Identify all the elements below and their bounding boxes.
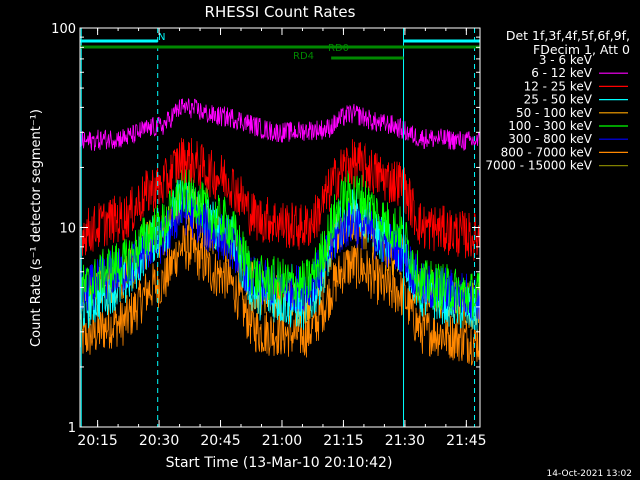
series-line-100-300keV xyxy=(79,169,481,319)
legend-label: 7000 - 15000 keV xyxy=(485,159,592,173)
x-tick-label: 20:15 xyxy=(77,433,117,449)
legend-header-1: Det 1f,3f,4f,5f,6f,9f, xyxy=(506,28,630,43)
timestamp: 14-Oct-2021 13:02 xyxy=(547,469,632,479)
chart-title: RHESSI Count Rates xyxy=(205,3,356,21)
series-line-12-25keV xyxy=(79,137,481,261)
legend-label: 12 - 25 keV xyxy=(524,79,593,93)
legend-label: 50 - 100 keV xyxy=(516,106,593,120)
y-tick-label: 100 xyxy=(51,22,76,37)
annotation-bar-N xyxy=(403,39,480,43)
legend-header-2: FDecim 1, Att 0 xyxy=(533,42,630,57)
legend-label: 3 - 6 keV xyxy=(539,53,593,67)
x-tick-label: 20:45 xyxy=(200,433,240,449)
x-tick-label: 21:45 xyxy=(446,433,486,449)
legend-label: 100 - 300 keV xyxy=(508,119,592,133)
annotation-bar-RD0 xyxy=(80,45,480,49)
y-axis-label: Count Rate (s⁻¹ detector segment⁻¹) xyxy=(29,109,44,347)
annotation-bar-RD4 xyxy=(331,56,404,60)
x-tick-label: 21:30 xyxy=(385,433,425,449)
x-tick-label: 21:00 xyxy=(262,433,302,449)
legend-label: 6 - 12 keV xyxy=(531,66,593,80)
annotation-label-N: N xyxy=(158,32,165,43)
x-tick-label: 21:15 xyxy=(323,433,363,449)
y-tick-label: 10 xyxy=(59,222,76,237)
x-axis-label: Start Time (13-Mar-10 20:10:42) xyxy=(166,455,393,471)
series-line-6-12keV xyxy=(79,98,481,152)
series-layer xyxy=(79,98,481,366)
annotation-bar-N xyxy=(80,39,158,43)
y-tick-label: 1 xyxy=(68,421,76,436)
series-line-3-6keV xyxy=(79,114,481,183)
annotation-label-RD0: RD0 xyxy=(328,43,349,54)
x-tick-label: 20:30 xyxy=(139,433,179,449)
axis-layer: 20:15 20:30 20:45 21:00 21:15 21:30 21:45 1 10 10… xyxy=(51,22,486,449)
legend-label: 300 - 800 keV xyxy=(508,132,592,146)
annotation-label-RD4: RD4 xyxy=(293,51,314,62)
legend: Det 1f,3f,4f,5f,6f,9f, FDecim 1, Att 0 3… xyxy=(485,28,630,173)
legend-label: 25 - 50 keV xyxy=(524,93,593,107)
legend-label: 800 - 7000 keV xyxy=(501,145,593,159)
